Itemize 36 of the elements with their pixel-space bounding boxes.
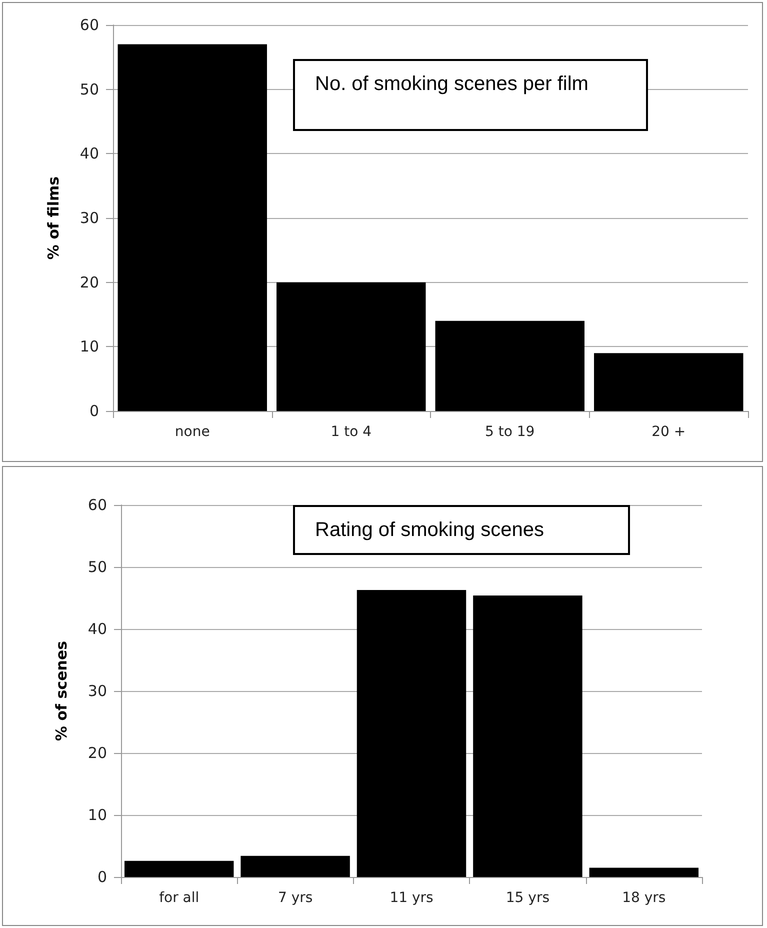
bar: [473, 596, 582, 877]
y-axis-title: % of films: [44, 176, 62, 260]
y-tick-label: 40: [88, 620, 107, 638]
y-tick-label: 0: [89, 402, 99, 420]
x-tick-label: 5 to 19: [485, 424, 535, 440]
y-tick-label: 30: [80, 209, 99, 227]
y-tick-label: 60: [88, 496, 107, 514]
bar: [240, 856, 350, 877]
bar: [589, 868, 699, 877]
y-axis-title: % of scenes: [52, 640, 70, 742]
y-tick-label: 50: [80, 80, 99, 98]
y-tick-label: 10: [80, 338, 99, 356]
x-tick-label: 1 to 4: [330, 424, 372, 440]
bar: [356, 590, 466, 877]
y-tick-label: 60: [80, 16, 99, 34]
y-tick-label: 20: [80, 273, 99, 292]
y-tick-label: 10: [88, 806, 107, 824]
x-tick-label: none: [174, 424, 210, 440]
x-tick-label: 11 yrs: [390, 890, 434, 906]
y-tick-label: 20: [88, 744, 107, 762]
text: Rating of smoking scenes: [315, 519, 544, 542]
x-tick-label: 7 yrs: [278, 890, 313, 906]
y-tick-label: 50: [88, 558, 107, 576]
bar: [435, 320, 584, 411]
bar: [276, 282, 426, 411]
x-tick-label: for all: [159, 890, 200, 906]
bar: [118, 44, 267, 411]
y-tick-label: 30: [88, 682, 107, 700]
y-tick-label: 40: [80, 144, 99, 163]
x-tick-label: 20 +: [652, 424, 686, 440]
bar: [594, 353, 744, 411]
text: No. of smoking scenes per film: [315, 73, 588, 96]
x-tick-label: 18 yrs: [622, 890, 666, 906]
y-tick-label: 0: [97, 868, 107, 886]
bar: [124, 860, 234, 877]
x-tick-label: 15 yrs: [506, 890, 550, 906]
